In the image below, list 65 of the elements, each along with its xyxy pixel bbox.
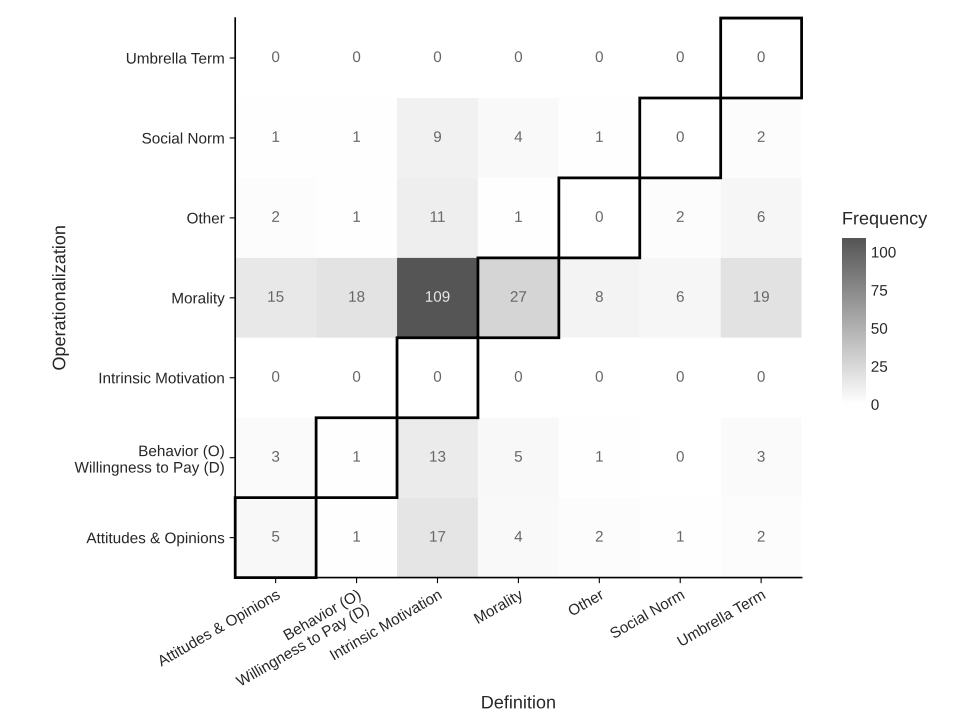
data-label: 1 [353, 531, 360, 542]
data-label: 6 [676, 291, 684, 302]
data-label: 1 [596, 451, 603, 462]
data-label: 15 [268, 291, 284, 302]
color-bar-label: 0 [871, 399, 879, 410]
data-label: 1 [272, 131, 280, 142]
y-tick-label: Morality [172, 292, 225, 307]
data-label: 0 [272, 51, 280, 62]
color-bar-label: 25 [872, 361, 888, 372]
data-label: 5 [272, 531, 280, 542]
data-label: 4 [514, 131, 522, 142]
data-label: 0 [757, 51, 765, 62]
data-label: 0 [514, 51, 522, 62]
y-tick-label: Other [187, 212, 225, 224]
data-label: 1 [677, 531, 684, 542]
data-label: 11 [430, 211, 445, 222]
data-label: 2 [758, 530, 765, 542]
data-label: 4 [514, 531, 522, 542]
data-label: 9 [434, 131, 442, 142]
data-label: 0 [676, 51, 684, 62]
y-tick-label: Behavior (O) Willingness to Pay (D) [74, 445, 224, 476]
y-axis-title: Operationalization [52, 226, 69, 370]
data-label: 0 [596, 371, 603, 382]
x-tick-label: Other [566, 588, 605, 616]
data-label: 27 [510, 291, 526, 302]
color-bar-label: 50 [871, 323, 888, 334]
data-label: 1 [353, 211, 360, 222]
data-label: 0 [434, 371, 442, 382]
data-label: 2 [758, 131, 765, 142]
data-label: 6 [758, 211, 765, 222]
data-label: 1 [596, 131, 603, 142]
data-label: 13 [430, 450, 446, 462]
data-label: 0 [676, 371, 684, 382]
data-label: 2 [676, 211, 684, 222]
data-label: 0 [596, 211, 603, 222]
data-label: 8 [596, 291, 603, 302]
y-tick-label: Social Norm [142, 132, 224, 144]
data-label: 2 [596, 530, 603, 542]
data-label: 0 [352, 371, 360, 382]
data-label: 1 [353, 131, 360, 142]
data-label: 0 [757, 371, 765, 382]
x-axis-title: Definition [482, 695, 555, 709]
data-label: 0 [434, 51, 442, 62]
data-label: 0 [352, 51, 360, 62]
data-label: 18 [349, 291, 364, 302]
data-label: 5 [514, 451, 522, 462]
y-tick-label: Umbrella Term [126, 52, 224, 64]
y-tick-label: Attitudes & Opinions [86, 532, 224, 546]
color-bar-title: Frequency [843, 212, 928, 228]
data-label: 19 [754, 291, 769, 302]
data-label: 2 [272, 211, 280, 222]
y-tick-label: Intrinsic Motivation [100, 372, 224, 384]
data-label: 3 [757, 450, 765, 462]
data-label: 0 [596, 51, 603, 62]
data-label: 109 [426, 291, 450, 302]
data-label: 17 [430, 531, 446, 542]
data-label: 3 [272, 450, 280, 462]
color-bar-label: 100 [872, 246, 896, 258]
data-label: 0 [676, 131, 684, 142]
data-label: 0 [676, 450, 684, 462]
data-label: 1 [353, 451, 360, 462]
data-label: 0 [272, 371, 280, 382]
color-bar-label: 75 [872, 285, 888, 296]
data-label: 0 [514, 371, 522, 382]
data-label: 1 [515, 211, 522, 222]
